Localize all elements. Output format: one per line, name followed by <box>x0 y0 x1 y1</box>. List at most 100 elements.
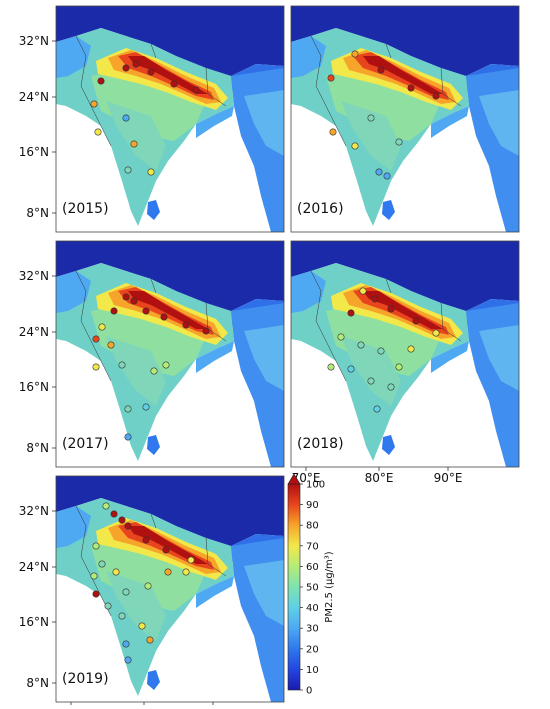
station-dot <box>92 542 100 550</box>
panel-year-label: (2016) <box>297 201 344 217</box>
station-dot <box>122 114 130 122</box>
station-dot <box>124 522 132 530</box>
panel-year-label: (2017) <box>62 436 109 452</box>
map-panel-2: (2016) <box>290 5 520 233</box>
station-dot <box>371 295 379 303</box>
colorbar-tick-label: 80 <box>306 521 319 532</box>
pm25-surface <box>56 241 284 467</box>
station-dot <box>144 582 152 590</box>
lat-tick-label: 16°N <box>19 380 49 394</box>
station-dot <box>192 86 200 94</box>
lon-tick-label: 80°E <box>365 471 394 485</box>
station-dot <box>110 510 118 518</box>
colorbar-tick-label: 20 <box>306 644 319 655</box>
station-dot <box>359 287 367 295</box>
station-dot <box>432 329 440 337</box>
station-dot <box>351 142 359 150</box>
station-dot <box>122 588 130 596</box>
map-panels: (2015) 32°N 24°N 16°N 8°N (2016) (2017) 32°N 24°… <box>19 5 520 709</box>
station-dot <box>122 293 130 301</box>
station-dot <box>124 405 132 413</box>
station-dot <box>150 367 158 375</box>
station-dot <box>124 166 132 174</box>
station-dot <box>92 335 100 343</box>
station-dot <box>118 516 126 524</box>
panel-year-label: (2015) <box>62 201 109 217</box>
station-dot <box>375 168 383 176</box>
station-dot <box>395 363 403 371</box>
lat-tick-label: 8°N <box>26 206 49 220</box>
station-dot <box>90 100 98 108</box>
station-dot <box>162 546 170 554</box>
station-dot <box>407 345 415 353</box>
station-dot <box>432 92 440 100</box>
colorbar-tick-label: 60 <box>306 562 319 573</box>
panel-frame <box>290 5 520 233</box>
lon-tick-label: 90°E <box>434 471 463 485</box>
station-dot <box>92 590 100 598</box>
map-panel-3: (2017) 32°N 24°N 16°N 8°N <box>19 240 285 468</box>
station-dot <box>373 405 381 413</box>
station-dot <box>90 572 98 580</box>
pm25-surface <box>56 476 284 702</box>
station-dot <box>187 556 195 564</box>
station-dot <box>357 341 365 349</box>
station-dot <box>97 77 105 85</box>
lat-tick-label: 32°N <box>19 269 49 283</box>
station-dot <box>142 403 150 411</box>
panel-frame <box>55 5 285 233</box>
station-dot <box>142 536 150 544</box>
station-dot <box>98 323 106 331</box>
station-dot <box>146 636 154 644</box>
station-dot <box>351 50 359 58</box>
station-dot <box>147 168 155 176</box>
colorbar-tick-label: 10 <box>306 665 319 676</box>
station-dot <box>94 128 102 136</box>
colorbar-tick-label: 90 <box>306 500 319 511</box>
pm25-surface <box>291 241 519 467</box>
colorbar-tick-label: 50 <box>306 583 319 594</box>
station-dot <box>130 140 138 148</box>
station-dot <box>327 74 335 82</box>
panel-year-label: (2019) <box>62 671 109 687</box>
panel-frame <box>55 240 285 468</box>
station-dot <box>395 138 403 146</box>
station-dot <box>132 60 140 68</box>
colorbar-tick-label: 70 <box>306 541 319 552</box>
station-dot <box>383 172 391 180</box>
map-panel-5: (2019)32°N24°N16°N8°N70°E80°E90°E <box>19 475 285 709</box>
station-dot <box>387 305 395 313</box>
station-dot <box>118 612 126 620</box>
station-dot <box>107 341 115 349</box>
lat-tick-label: 8°N <box>26 676 49 690</box>
station-dot <box>162 361 170 369</box>
station-dot <box>367 114 375 122</box>
panel-frame <box>55 475 285 703</box>
station-dot <box>327 363 335 371</box>
station-dot <box>160 313 168 321</box>
station-dot <box>130 297 138 305</box>
station-dot <box>412 317 420 325</box>
lat-tick-label: 32°N <box>19 504 49 518</box>
station-dot <box>407 84 415 92</box>
station-dot <box>102 502 110 510</box>
station-dot <box>164 568 172 576</box>
station-dot <box>110 307 118 315</box>
station-dot <box>387 383 395 391</box>
map-panel-1: (2015) 32°N 24°N 16°N 8°N <box>19 5 285 233</box>
station-dot <box>118 361 126 369</box>
colorbar-tick-label: 100 <box>306 480 325 491</box>
station-dot <box>147 68 155 76</box>
station-dot <box>122 640 130 648</box>
station-dot <box>170 80 178 88</box>
lat-tick-label: 24°N <box>19 560 49 574</box>
station-dot <box>182 568 190 576</box>
lat-tick-label: 24°N <box>19 90 49 104</box>
pm25-surface <box>291 6 519 232</box>
colorbar-extend-arrow <box>287 473 301 485</box>
station-dot <box>138 622 146 630</box>
colorbar-label: PM2.5 (μg/m³) <box>324 551 335 622</box>
lat-tick-label: 32°N <box>19 34 49 48</box>
map-panel-4: (2018)70°E 80°E 90°E <box>290 240 520 485</box>
